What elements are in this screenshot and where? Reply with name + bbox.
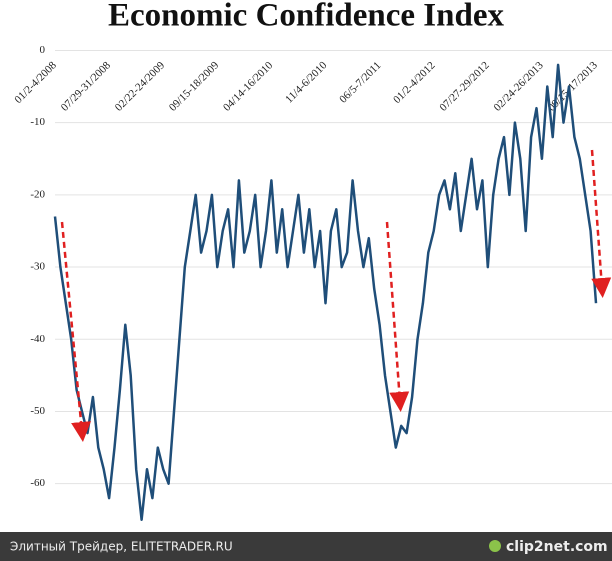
y-tick-label: -20: [30, 188, 45, 200]
x-tick-label: 11/4-6/2010: [283, 59, 330, 106]
footer-left: Элитный Трейдер, ELITETRADER.RU: [10, 540, 233, 554]
y-tick-label: -50: [30, 405, 45, 417]
x-tick-label: 01/2-4/2012: [391, 59, 438, 106]
arrow: [385, 221, 410, 412]
y-tick-label: -30: [30, 261, 45, 273]
x-tick-label: 07/27-29/2012: [437, 59, 491, 113]
annotation-arrows: [60, 149, 612, 442]
y-tick-label: -40: [30, 333, 45, 345]
x-tick-label: 07/29-31/2008: [59, 59, 114, 114]
x-tick-label: 02/24-26/2013: [492, 59, 547, 114]
x-tick-label: 04/14-16/2010: [221, 59, 276, 114]
arrow: [60, 221, 92, 442]
data-line: [53, 63, 598, 522]
y-tick-label: -10: [30, 116, 45, 128]
x-tick-label: 09/15-18/2009: [167, 59, 222, 114]
y-tick-label: 0: [40, 44, 46, 56]
footer-right: clip2net.com: [506, 539, 608, 555]
footer-bar: [0, 532, 612, 561]
x-tick-label: 01/2-4/2008: [12, 59, 59, 106]
chart-title: Economic Confidence Index: [108, 0, 505, 34]
logo-icon: [489, 540, 501, 552]
x-tick-label: 02/22-24/2009: [113, 59, 168, 114]
x-tick-label: 06/5-7/2011: [337, 59, 383, 105]
plot-area: 0 -10 -20 -30 -40 -50 -60 01/2-4/2008 07/29-31/2…: [12, 44, 612, 522]
arrow: [590, 149, 612, 298]
y-tick-label: -60: [30, 477, 45, 489]
